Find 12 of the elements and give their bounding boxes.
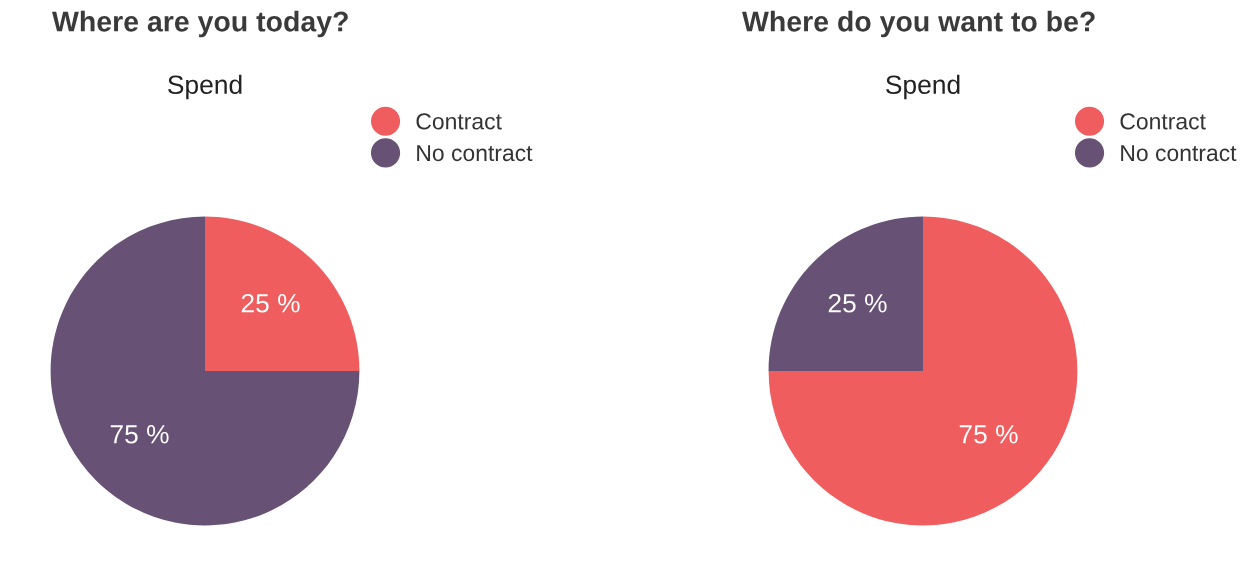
data-label: 75 % xyxy=(959,425,1018,444)
chart-title: Where are you today? xyxy=(52,10,348,38)
chart-title: Where do you want to be? xyxy=(742,10,1095,38)
legend-label: Contract xyxy=(1120,113,1206,130)
data-label: 75 % xyxy=(110,425,169,444)
chart-subtitle: Spend xyxy=(168,74,242,100)
legend-label: No contract xyxy=(1121,145,1237,162)
legend-label: Contract xyxy=(416,113,502,130)
data-label: 25 % xyxy=(241,293,300,313)
data-label: 25 % xyxy=(828,293,887,313)
legend-label: No contract xyxy=(417,145,533,162)
chart-subtitle: Spend xyxy=(886,74,960,100)
